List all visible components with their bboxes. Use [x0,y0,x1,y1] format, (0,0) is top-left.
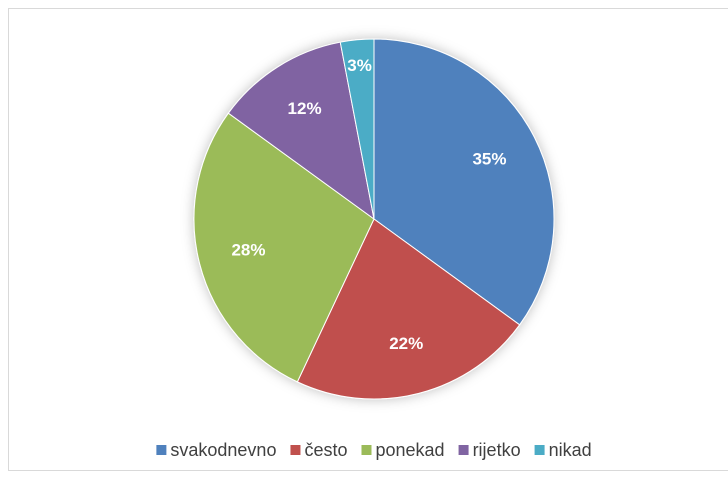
legend-label: nikad [549,440,592,460]
pie-slice [373,38,555,326]
legend-swatch [458,445,469,455]
legend-swatch [156,445,167,455]
pie-slice [193,112,375,383]
data-label: 12% [288,99,322,118]
chart-frame [8,8,728,471]
legend-label: često [304,440,347,460]
pie-slice [227,41,375,221]
data-label: 28% [231,241,265,260]
legend-label: svakodnevno [170,440,276,460]
data-label: 3% [347,56,372,75]
data-label: 35% [472,150,506,169]
pie [193,38,555,400]
legend-swatch [534,445,545,455]
legend-swatch [290,445,301,455]
legend-swatch [361,445,372,455]
pie-slice [339,38,375,220]
data-label: 22% [389,334,423,353]
legend-label: ponekad [375,440,444,460]
legend-label: rijetko [473,440,521,460]
